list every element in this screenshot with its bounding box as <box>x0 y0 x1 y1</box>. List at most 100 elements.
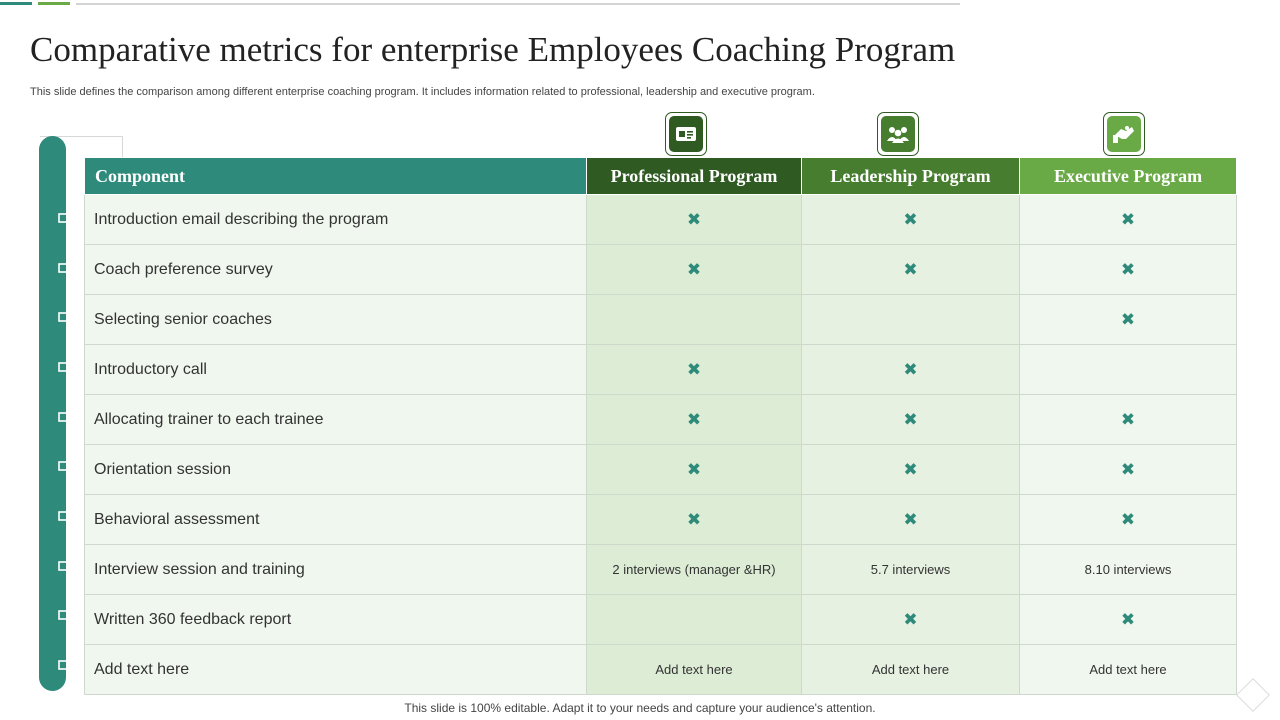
component-cell: Coach preference survey <box>84 244 587 295</box>
executive-cell: ✖ <box>1019 394 1237 445</box>
slide-title: Comparative metrics for enterprise Emplo… <box>30 30 956 69</box>
executive-cell: ✖ <box>1019 444 1237 495</box>
check-mark-icon: ✖ <box>686 209 702 230</box>
leadership-cell: ✖ <box>801 394 1020 445</box>
executive-cell: ✖ <box>1019 194 1237 245</box>
check-mark-icon: ✖ <box>1120 209 1136 230</box>
component-cell: Allocating trainer to each trainee <box>84 394 587 445</box>
check-mark-icon: ✖ <box>903 409 918 430</box>
table-row: Introduction email describing the progra… <box>84 194 1237 245</box>
professional-cell: ✖ <box>586 194 802 245</box>
table-row: Interview session and training 2 intervie… <box>84 544 1237 595</box>
header-component: Component <box>84 157 587 195</box>
professional-cell: ✖ <box>586 344 802 395</box>
table-header-row: Component Professional Program Leadershi… <box>84 157 1237 195</box>
left-bar-outline <box>40 136 123 157</box>
comparison-table: Component Professional Program Leadershi… <box>84 157 1237 695</box>
leadership-cell: ✖ <box>801 244 1020 295</box>
row-bullet-icon <box>58 362 76 372</box>
accent-segment-green <box>38 2 70 5</box>
table-row: Orientation session ✖ ✖ ✖ <box>84 444 1237 495</box>
professional-cell <box>586 294 802 345</box>
table-row: Coach preference survey ✖ ✖ ✖ <box>84 244 1237 295</box>
header-executive-program: Executive Program <box>1019 157 1237 195</box>
accent-segment-grey <box>76 3 960 5</box>
accent-segment-teal <box>0 2 32 5</box>
check-mark-icon: ✖ <box>903 609 918 630</box>
top-accent-bar <box>0 0 960 6</box>
check-mark-icon: ✖ <box>1120 409 1136 430</box>
component-cell: Selecting senior coaches <box>84 294 587 345</box>
row-bullet-icon <box>58 660 76 670</box>
professional-icon-box <box>665 112 707 156</box>
check-mark-icon: ✖ <box>1120 259 1136 280</box>
check-mark-icon: ✖ <box>903 209 918 230</box>
professional-cell: 2 interviews (manager &HR) <box>586 544 802 595</box>
header-leadership-program: Leadership Program <box>801 157 1020 195</box>
check-mark-icon: ✖ <box>1120 609 1136 630</box>
professional-cell: ✖ <box>586 394 802 445</box>
professional-cell: ✖ <box>586 494 802 545</box>
check-mark-icon: ✖ <box>686 509 702 530</box>
executive-cell: ✖ <box>1019 294 1237 345</box>
table-row: Allocating trainer to each trainee ✖ ✖ ✖ <box>84 394 1237 445</box>
component-cell: Behavioral assessment <box>84 494 587 545</box>
row-bullet-icon <box>58 411 76 422</box>
row-bullet-icon <box>58 610 76 621</box>
component-cell: Add text here <box>84 644 587 695</box>
check-mark-icon: ✖ <box>1120 459 1136 480</box>
leadership-icon-box <box>877 112 919 156</box>
component-cell: Introduction email describing the progra… <box>84 194 587 245</box>
component-cell: Introductory call <box>84 344 587 395</box>
table-row: Written 360 feedback report ✖ ✖ <box>84 594 1237 645</box>
header-professional-program: Professional Program <box>586 157 802 195</box>
executive-cell <box>1019 344 1237 395</box>
row-bullet-icon <box>58 461 76 472</box>
leadership-cell: ✖ <box>801 194 1020 245</box>
slide-subtitle: This slide defines the comparison among … <box>30 86 815 98</box>
check-mark-icon: ✖ <box>903 459 918 480</box>
check-mark-icon: ✖ <box>1120 509 1136 530</box>
component-cell: Written 360 feedback report <box>84 594 587 645</box>
leadership-cell: ✖ <box>801 444 1020 495</box>
executive-cell: 8.10 interviews <box>1019 544 1237 595</box>
group-icon <box>887 127 909 143</box>
check-mark-icon: ✖ <box>903 359 918 380</box>
executive-cell: Add text here <box>1019 644 1237 695</box>
handshake-icon <box>1113 126 1134 143</box>
check-mark-icon: ✖ <box>903 259 918 280</box>
row-bullet-icon <box>58 560 76 571</box>
executive-cell: ✖ <box>1019 494 1237 545</box>
leadership-cell <box>801 294 1020 345</box>
check-mark-icon: ✖ <box>686 259 702 280</box>
professional-cell <box>586 594 802 645</box>
row-bullet-icon <box>58 213 76 223</box>
leadership-cell: Add text here <box>801 644 1020 695</box>
check-mark-icon: ✖ <box>686 459 702 480</box>
check-mark-icon: ✖ <box>686 359 702 380</box>
row-bullet-icon <box>58 511 76 521</box>
table-row: Introductory call ✖ ✖ <box>84 344 1237 395</box>
component-cell: Orientation session <box>84 444 587 495</box>
table-row: Add text here Add text here Add text here A… <box>84 644 1237 695</box>
check-mark-icon: ✖ <box>686 409 702 430</box>
leadership-cell: 5.7 interviews <box>801 544 1020 595</box>
check-mark-icon: ✖ <box>903 509 918 530</box>
id-card-icon <box>676 127 696 141</box>
executive-cell: ✖ <box>1019 594 1237 645</box>
executive-cell: ✖ <box>1019 244 1237 295</box>
table-row: Behavioral assessment ✖ ✖ ✖ <box>84 494 1237 545</box>
leadership-cell: ✖ <box>801 594 1020 645</box>
row-bullet-icon <box>58 262 76 273</box>
component-cell: Interview session and training <box>84 544 587 595</box>
leadership-cell: ✖ <box>801 494 1020 545</box>
row-bullet-icon <box>58 312 76 323</box>
slide-footer: This slide is 100% editable. Adapt it to… <box>404 701 876 715</box>
left-vertical-bar <box>39 136 66 691</box>
table-row: Selecting senior coaches ✖ <box>84 294 1237 345</box>
leadership-cell: ✖ <box>801 344 1020 395</box>
professional-cell: ✖ <box>586 244 802 295</box>
professional-cell: ✖ <box>586 444 802 495</box>
executive-icon-box <box>1103 112 1145 156</box>
check-mark-icon: ✖ <box>1120 309 1136 330</box>
